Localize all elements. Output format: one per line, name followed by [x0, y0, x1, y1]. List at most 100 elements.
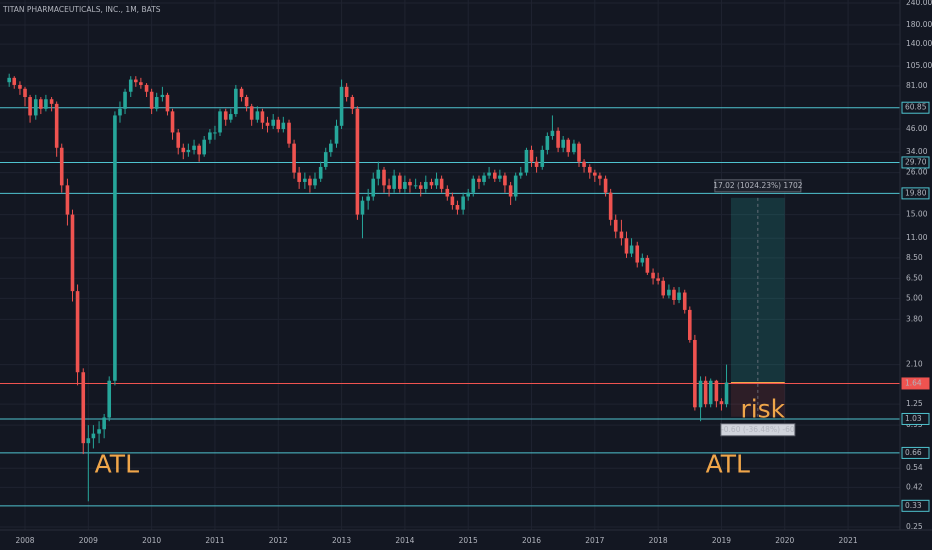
y-tick-label: 81.00: [906, 81, 928, 90]
candle-body: [7, 77, 11, 83]
candle-body: [556, 130, 560, 148]
candle-body: [149, 91, 154, 109]
candle-body: [382, 169, 386, 186]
y-tick-label: 240.00: [906, 0, 932, 7]
y-tick-label: 11.00: [906, 233, 928, 242]
x-tick-label: 2014: [395, 536, 414, 545]
candle-body: [297, 172, 301, 182]
chart-title: TITAN PHARMACEUTICALS, INC., 1M, BATS: [2, 5, 161, 14]
candle-body: [123, 91, 127, 109]
level-label: 1.64: [905, 378, 922, 387]
candle-body: [86, 438, 91, 444]
candle-body: [455, 205, 460, 210]
level-label: 0.66: [905, 448, 922, 457]
x-tick-label: 2018: [649, 536, 668, 545]
annotation: risk: [740, 395, 785, 424]
candle-body: [651, 272, 655, 279]
candle-body: [39, 99, 43, 109]
candle-body: [360, 200, 365, 215]
candle-body: [445, 188, 450, 197]
candle-body: [677, 292, 681, 300]
candle-body: [423, 181, 428, 189]
candle-body: [139, 82, 143, 85]
x-tick-label: 2008: [15, 536, 34, 545]
x-tick-label: 2011: [205, 536, 224, 545]
level-label-box: [901, 446, 930, 459]
candle-body: [392, 175, 396, 189]
candle-body: [508, 185, 513, 197]
candle-body: [608, 192, 613, 220]
candle-body: [234, 88, 238, 115]
candle-body: [403, 181, 407, 189]
candle-body: [714, 380, 719, 402]
level-label-box: [901, 412, 930, 425]
candle-body: [524, 149, 529, 173]
candle-body: [582, 161, 586, 167]
x-tick-label: 2021: [839, 536, 858, 545]
grid: [0, 0, 900, 530]
candle-body: [413, 185, 418, 187]
candle-body: [619, 231, 624, 239]
candle-body: [661, 280, 666, 296]
level-label-box: [901, 101, 930, 114]
y-tick-label: 8.50: [906, 253, 923, 262]
candle-body: [144, 84, 149, 92]
x-tick-label: 2017: [585, 536, 604, 545]
candle-body: [281, 122, 286, 130]
candle-body: [503, 175, 507, 186]
candle-body: [398, 175, 402, 189]
candle-body: [344, 86, 349, 98]
candle-body: [181, 147, 186, 153]
level-label-box: [901, 377, 930, 390]
candle-body: [271, 119, 275, 126]
candle-body: [154, 97, 159, 109]
candle-body: [529, 149, 534, 162]
candle-body: [698, 380, 703, 408]
annotation: ATL: [95, 449, 139, 478]
axes: 240.00180.00140.00105.0081.0046.0034.002…: [15, 0, 932, 545]
candle-body: [613, 219, 618, 232]
candle-body: [23, 88, 27, 98]
candle-body: [418, 185, 423, 189]
candle-body: [113, 115, 117, 381]
candles: [7, 73, 729, 502]
candle-body: [439, 178, 444, 189]
candle-body: [498, 175, 502, 179]
candle-body: [339, 86, 344, 126]
loss-label-box: [720, 423, 796, 437]
candle-body: [534, 161, 539, 167]
candle-body: [186, 149, 191, 153]
y-tick-label: 0.42: [906, 482, 923, 491]
candle-body: [482, 175, 486, 182]
candle-body: [540, 149, 545, 167]
level-label: 19.80: [905, 188, 927, 197]
candle-body: [118, 108, 122, 116]
x-tick-label: 2015: [459, 536, 478, 545]
level-label: 29.70: [905, 157, 927, 166]
candle-body: [192, 145, 196, 150]
candle-body: [371, 178, 376, 197]
x-tick-label: 2019: [712, 536, 731, 545]
candle-body: [629, 245, 634, 254]
candle-body: [18, 84, 22, 89]
candle-body: [75, 291, 80, 373]
y-tick-label: 0.54: [906, 463, 923, 472]
candle-body: [667, 289, 671, 296]
candle-body: [218, 111, 222, 133]
candle-body: [434, 178, 439, 186]
candle-body: [81, 372, 86, 444]
candle-body: [33, 99, 38, 116]
candle-body: [97, 429, 101, 434]
candle-body: [160, 94, 165, 98]
candle-body: [165, 94, 170, 112]
x-tick-label: 2012: [269, 536, 288, 545]
candle-body: [202, 139, 206, 155]
candle-body: [313, 178, 317, 186]
candle-body: [260, 111, 265, 123]
candle-body: [208, 132, 212, 140]
annotations: ATL ATL risk: [95, 395, 786, 479]
candle-body: [550, 130, 555, 137]
candle-body: [450, 196, 455, 206]
candle-body: [366, 196, 370, 201]
level-label-box: [901, 187, 930, 200]
